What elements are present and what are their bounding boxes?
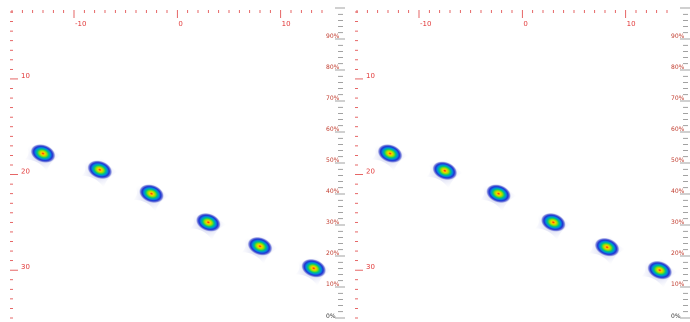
colorbar-label: 40%: [671, 188, 685, 195]
heat-blob-4: [533, 210, 572, 241]
blob-core: [301, 258, 327, 278]
colorbar-label: 70%: [326, 95, 340, 102]
x-tick-label: 10: [282, 20, 291, 28]
blob-core: [195, 212, 221, 232]
blob-core: [87, 160, 113, 180]
colorbar-label: 80%: [326, 64, 340, 71]
colorbar-label: 30%: [326, 219, 340, 226]
x-tick-label: 0: [523, 20, 527, 28]
colorbar-label: 30%: [671, 219, 685, 226]
y-tick-label: 10: [366, 72, 375, 80]
colorbar-label: 20%: [671, 250, 685, 257]
heatmap-svg: -10 0 10 10 20 30 0% 10% 20% 30% 40% 50% 60% 70% 80% 90…: [355, 7, 690, 320]
blob-core: [594, 237, 620, 257]
colorbar-label: 10%: [326, 281, 340, 288]
y-tick-label: 10: [21, 72, 30, 80]
colorbar-label: 10%: [671, 281, 685, 288]
heat-blob-3: [478, 181, 517, 212]
heat-blob-2: [79, 157, 118, 188]
y-tick-label: 20: [21, 168, 30, 176]
heatmap-panel-right: -10 0 10 10 20 30 0% 10% 20% 30% 40% 50% 60% 70% 80% 90…: [345, 0, 690, 322]
heat-blob-2: [424, 158, 463, 189]
y-tick-label: 30: [366, 263, 375, 271]
blob-core: [377, 143, 403, 164]
colorbar-label: 0%: [326, 313, 336, 320]
blob-core: [540, 212, 566, 232]
blob-core: [485, 184, 512, 204]
colorbar-label: 90%: [326, 33, 340, 40]
colorbar-label: 80%: [671, 64, 685, 71]
y-tick-label: 30: [21, 263, 30, 271]
heatmap-panel-left: -10 0 10 10 20 30 0% 10% 20% 30% 40% 50% 60% 70% 80% 90…: [10, 7, 345, 320]
colorbar-label: 60%: [326, 126, 340, 133]
blob-core: [138, 184, 165, 204]
blob-core: [432, 161, 458, 181]
x-tick-label: 10: [627, 20, 636, 28]
heat-blob-5: [587, 235, 626, 266]
x-tick-label: -10: [420, 20, 431, 28]
blob-core: [647, 260, 673, 280]
colorbar-label: 50%: [326, 157, 340, 164]
blob-core: [247, 236, 273, 256]
heat-blob-1: [23, 141, 61, 172]
heat-blob-5: [240, 234, 278, 265]
heat-blob-1: [370, 141, 409, 172]
colorbar-label: 50%: [671, 157, 685, 164]
heatmap-svg: -10 0 10 10 20 30 0% 10% 20% 30% 40% 50% 60% 70% 80% 90…: [10, 7, 345, 320]
blob-core: [30, 143, 56, 164]
colorbar-label: 0%: [671, 313, 681, 320]
colorbar-label: 90%: [671, 33, 685, 40]
y-tick-label: 20: [366, 168, 375, 176]
heat-blob-3: [131, 181, 170, 212]
heat-blob-6: [639, 258, 678, 289]
colorbar-label: 20%: [326, 250, 340, 257]
x-tick-label: 0: [178, 20, 182, 28]
x-tick-label: -10: [75, 20, 86, 28]
colorbar-label: 40%: [326, 188, 340, 195]
colorbar-label: 60%: [671, 126, 685, 133]
heat-blob-4: [188, 210, 227, 241]
colorbar-label: 70%: [671, 95, 685, 102]
heat-blob-6: [293, 256, 332, 287]
